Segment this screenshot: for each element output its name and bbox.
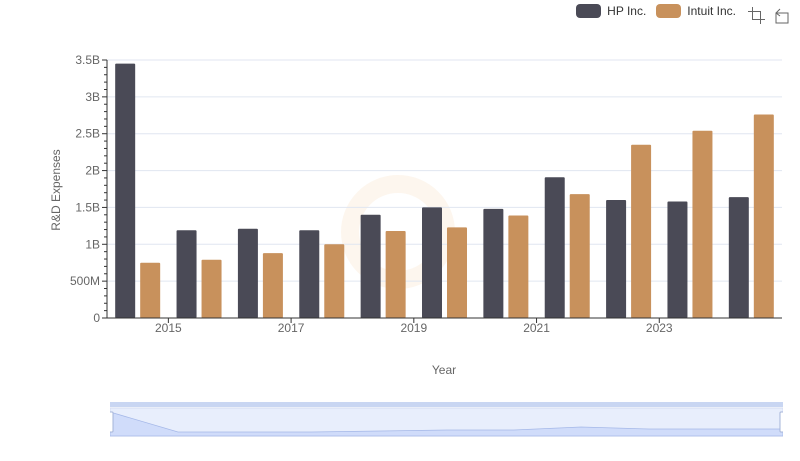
bar-intuit-2022 [631,144,652,318]
bar-intuit-2016 [262,253,283,318]
x-tick-label: 2021 [523,321,550,335]
legend: HP Inc. Intuit Inc. [576,4,736,18]
bar-intuit-2015 [201,259,222,318]
bar-intuit-2014 [140,262,161,318]
legend-item-hp[interactable]: HP Inc. [576,4,646,18]
axes: 0 500M 1B 1.5B 2B 2.5B 3B 3.5B 2015 2017 2019 2021 2… [70,53,782,335]
bar-hp-2014 [115,63,136,318]
zoom-handle-left[interactable] [110,411,114,433]
x-tick-label: 2015 [155,321,182,335]
legend-swatch-hp [576,4,602,18]
y-axis-label: R&D Expenses [49,149,63,230]
bar-intuit-2019 [447,227,467,318]
bar-hp-2015 [176,230,197,318]
zoom-handle-right[interactable] [779,411,783,433]
chart-canvas: 0 500M 1B 1.5B 2B 2.5B 3B 3.5B 2015 2017 2019 2021 2… [49,53,782,377]
bar-intuit-2023 [692,130,713,318]
y-tick-label: 1B [85,237,100,251]
bar-hp-2021 [544,177,565,318]
bar-intuit-2024 [753,114,774,318]
bar-hp-2016 [237,228,258,318]
zoom-top-bar [110,402,783,407]
bar-intuit-2017 [324,244,345,318]
zoom-slider[interactable] [110,402,783,438]
bar-hp-2023 [667,201,688,318]
x-axis-label: Year [432,363,456,377]
bar-intuit-2020 [508,215,529,318]
y-tick-label: 1.5B [75,200,100,214]
y-tick-label: 500M [70,274,100,288]
bar-hp-2018 [360,214,381,318]
legend-label-intuit: Intuit Inc. [687,4,736,18]
y-tick-label: 0 [93,311,100,325]
bar-hp-2022 [606,200,627,318]
bars [115,63,774,318]
y-tick-label: 2B [85,164,100,178]
bar-hp-2024 [728,197,749,318]
legend-swatch-intuit [656,4,682,18]
bar-hp-2020 [483,208,504,318]
bar-hp-2019 [422,207,442,318]
y-tick-label: 2.5B [75,127,100,141]
restore-icon[interactable] [773,7,790,24]
x-tick-label: 2019 [400,321,427,335]
zoom-preview-line [110,411,783,437]
bar-intuit-2018 [385,231,406,318]
bar-hp-2017 [299,230,320,318]
x-tick-label: 2017 [278,321,305,335]
bar-intuit-2021 [569,194,590,318]
toolbox [748,7,790,24]
y-tick-label: 3B [85,90,100,104]
legend-item-intuit[interactable]: Intuit Inc. [656,4,736,18]
y-tick-label: 3.5B [75,53,100,67]
x-tick-label: 2023 [646,321,673,335]
legend-label-hp: HP Inc. [607,4,647,18]
zoom-in-icon[interactable] [748,7,765,24]
